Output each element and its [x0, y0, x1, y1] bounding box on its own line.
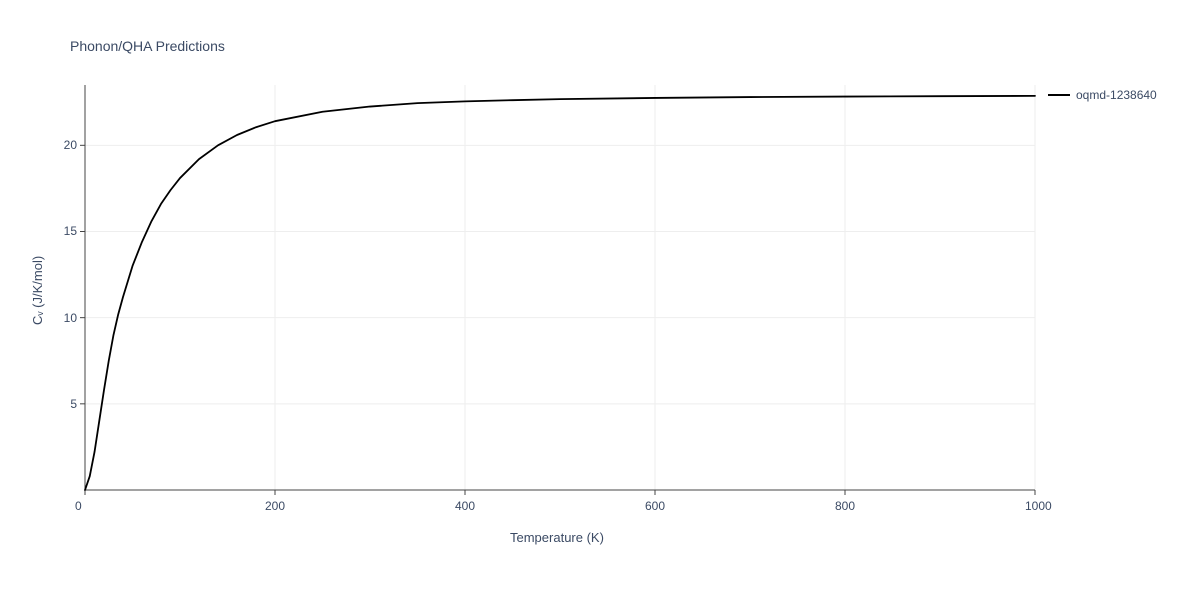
x-tick-label: 400	[455, 499, 475, 513]
y-tick-label: 15	[57, 224, 77, 238]
x-tick-label: 800	[835, 499, 855, 513]
x-tick-label: 1000	[1025, 499, 1052, 513]
x-tick-label: 600	[645, 499, 665, 513]
y-tick-label: 5	[57, 397, 77, 411]
y-tick-label: 20	[57, 138, 77, 152]
legend-swatch	[1048, 94, 1070, 96]
chart-legend: oqmd-1238640	[1048, 88, 1157, 102]
x-tick-label: 0	[75, 499, 82, 513]
x-tick-label: 200	[265, 499, 285, 513]
chart-plot-area	[0, 0, 1200, 600]
legend-label: oqmd-1238640	[1076, 88, 1157, 102]
y-tick-label: 10	[57, 311, 77, 325]
